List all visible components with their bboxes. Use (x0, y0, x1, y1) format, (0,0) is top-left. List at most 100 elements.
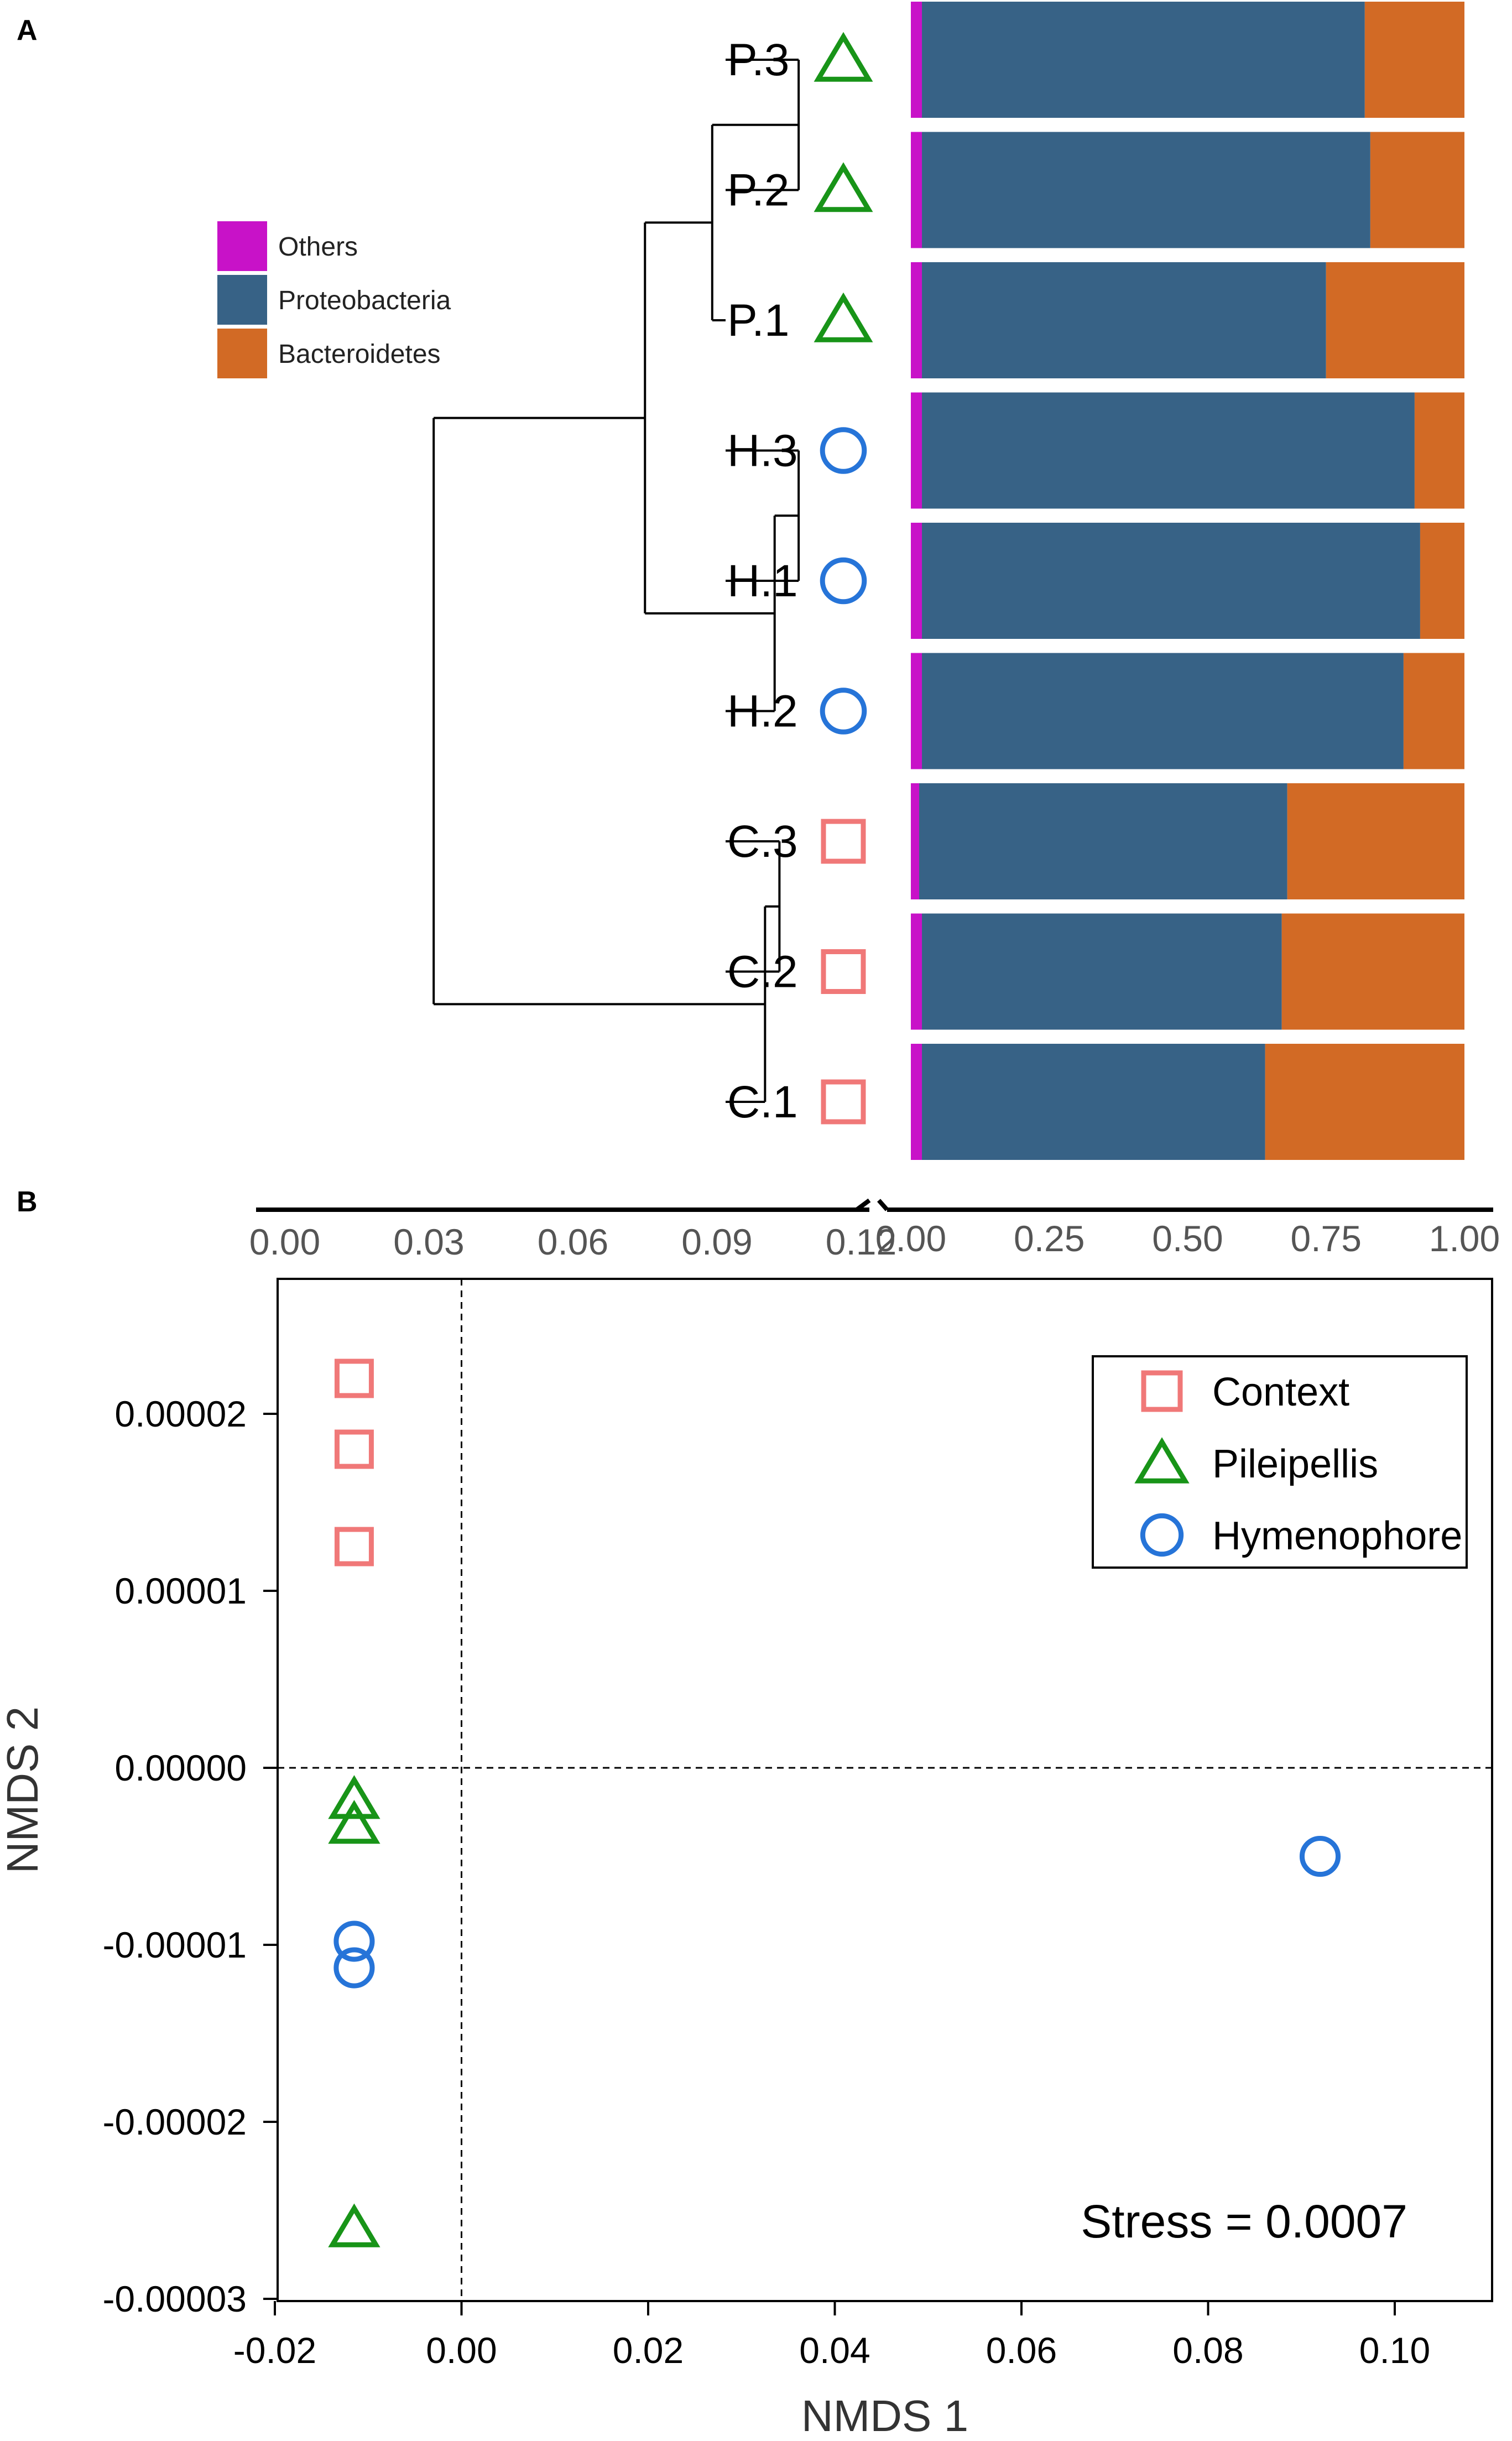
composition-legend: Others Proteobacteria Bacteroidetes (217, 221, 451, 378)
bar-proteobacteria-P2 (922, 132, 1370, 248)
point-pileipellis (328, 2203, 380, 2247)
bar-proteobacteria-C3 (919, 783, 1287, 899)
x-tick-label: -0.02 (233, 2330, 316, 2371)
point-hymenophore (333, 1947, 375, 1989)
panel-b: -0.02 0.00 0.02 0.04 0.06 0.08 0.10 0.00002 0.00… (0, 1278, 1493, 2440)
legend-label-pileipellis: Pileipellis (1212, 1442, 1378, 1486)
bar-others-P2 (911, 132, 922, 248)
scatter-legend: Context Pileipellis Hymenophore (1092, 1355, 1468, 1569)
y-axis-label: NMDS 2 (0, 1706, 47, 1873)
y-tick-label: -0.00002 (102, 2101, 247, 2142)
bar-others-C3 (911, 783, 920, 899)
point-context (334, 1359, 374, 1398)
bar-proteobacteria-P3 (922, 2, 1365, 118)
legend-label-proteobacteria: Proteobacteria (278, 286, 451, 315)
axis-break-left (855, 1198, 871, 1212)
x-tick-label: 0.10 (1359, 2330, 1430, 2371)
point-context (334, 1527, 374, 1566)
panel-b-label: B (17, 1186, 38, 1218)
sample-marker-P3 (814, 32, 873, 82)
bar-bacteroidetes-H1 (1420, 523, 1464, 639)
bar-tick-label: 0.00 (875, 1218, 946, 1259)
bar-tick-label: 0.75 (1291, 1218, 1362, 1259)
scatter-points (328, 1359, 1341, 2247)
y-tick-label: 0.00001 (114, 1570, 247, 1611)
legend-label-bacteroidetes: Bacteroidetes (278, 340, 441, 369)
bar-proteobacteria-H1 (922, 523, 1420, 639)
legend-swatch-others (217, 221, 267, 271)
y-tick-label: -0.00001 (102, 1924, 247, 1965)
y-tick-label: 0.00002 (114, 1393, 247, 1434)
bar-bacteroidetes-C3 (1287, 783, 1464, 899)
panel-a: Others Proteobacteria Bacteroidetes P.3 P.2… (217, 2, 1500, 1262)
point-hymenophore (333, 1920, 375, 1962)
sample-marker-P2 (814, 162, 873, 212)
bar-bacteroidetes-C2 (1281, 913, 1464, 1030)
scatter-legend-box (1092, 1355, 1468, 1569)
legend-label-others: Others (278, 232, 358, 262)
x-tick-label: 0.08 (1172, 2330, 1243, 2371)
dendrogram-tick-label: 0.00 (249, 1221, 320, 1262)
dendrogram-tick-label: 0.09 (681, 1221, 752, 1262)
bar-bacteroidetes-P1 (1326, 262, 1464, 378)
sample-label-H2: H.2 (727, 686, 798, 737)
legend-label-hymenophore: Hymenophore (1212, 1514, 1462, 1558)
bar-others-C1 (911, 1044, 922, 1160)
bar-proteobacteria-C1 (922, 1044, 1265, 1160)
sample-label-C1: C.1 (727, 1077, 798, 1127)
dendrogram-tick-label: 0.06 (538, 1221, 608, 1262)
legend-marker-context (1141, 1370, 1183, 1412)
sample-label-C3: C.3 (727, 816, 798, 867)
x-axis-label: NMDS 1 (801, 2391, 968, 2440)
sample-label-P2: P.2 (727, 165, 790, 216)
sample-label-C2: C.2 (727, 947, 798, 997)
x-tick-label: 0.02 (613, 2330, 684, 2371)
bar-tick-label: 0.25 (1014, 1218, 1085, 1259)
bar-others-H1 (911, 523, 922, 639)
stress-annotation: Stress = 0.0007 (1081, 2195, 1407, 2247)
sample-labels: P.3 P.2 P.1 H.3 H.1 H.2 C.3 C.2 C.1 (727, 32, 873, 1127)
bar-proteobacteria-P1 (922, 262, 1326, 378)
legend-marker-pileipellis (1134, 1437, 1190, 1484)
sample-marker-P1 (814, 292, 873, 342)
bar-proteobacteria-C2 (922, 913, 1282, 1030)
bar-others-C2 (911, 913, 922, 1030)
point-pileipellis (328, 1799, 380, 1844)
bar-bacteroidetes-C1 (1265, 1044, 1464, 1160)
x-tick-label: 0.04 (799, 2330, 870, 2371)
axis-break-right (877, 1199, 889, 1211)
reference-lines (278, 1279, 1492, 2301)
sample-marker-C2 (821, 949, 866, 994)
x-tick-label: 0.00 (426, 2330, 497, 2371)
legend-marker-hymenophore (1140, 1513, 1184, 1557)
sample-marker-H3 (820, 427, 867, 474)
sample-label-H3: H.3 (727, 426, 798, 476)
bar-others-H2 (911, 653, 922, 769)
bar-bacteroidetes-H3 (1414, 392, 1464, 509)
scatter-frame (277, 1278, 1493, 2302)
dendrogram-tick-label: 0.03 (393, 1221, 464, 1262)
bar-bacteroidetes-P3 (1364, 2, 1464, 118)
point-context (334, 1429, 374, 1469)
point-pileipellis (328, 1775, 380, 1819)
sample-marker-H2 (820, 688, 867, 735)
point-hymenophore (1299, 1835, 1341, 1877)
bar-tick-label: 1.00 (1429, 1218, 1500, 1259)
sample-label-H1: H.1 (727, 556, 798, 606)
bar-others-P3 (911, 2, 922, 118)
legend-swatch-bacteroidetes (217, 329, 267, 378)
bar-bacteroidetes-P2 (1370, 132, 1464, 248)
panel-a-axes: 0.00 0.03 0.06 0.09 0.120.00 0.25 0.50 0.75 1.00 (249, 1198, 1500, 1262)
bar-others-P1 (911, 262, 922, 378)
sample-label-P1: P.1 (727, 295, 790, 346)
sample-marker-C3 (821, 819, 866, 864)
bar-proteobacteria-H2 (922, 653, 1404, 769)
bar-tick-label: 0.50 (1152, 1218, 1223, 1259)
bar-proteobacteria-H3 (922, 392, 1415, 509)
y-tick-label: 0.00000 (114, 1747, 247, 1788)
dendrogram (432, 59, 800, 1103)
sample-marker-H1 (820, 557, 867, 605)
legend-label-context: Context (1212, 1370, 1349, 1414)
dendrogram-tick-label: 0.12 (826, 1221, 896, 1262)
